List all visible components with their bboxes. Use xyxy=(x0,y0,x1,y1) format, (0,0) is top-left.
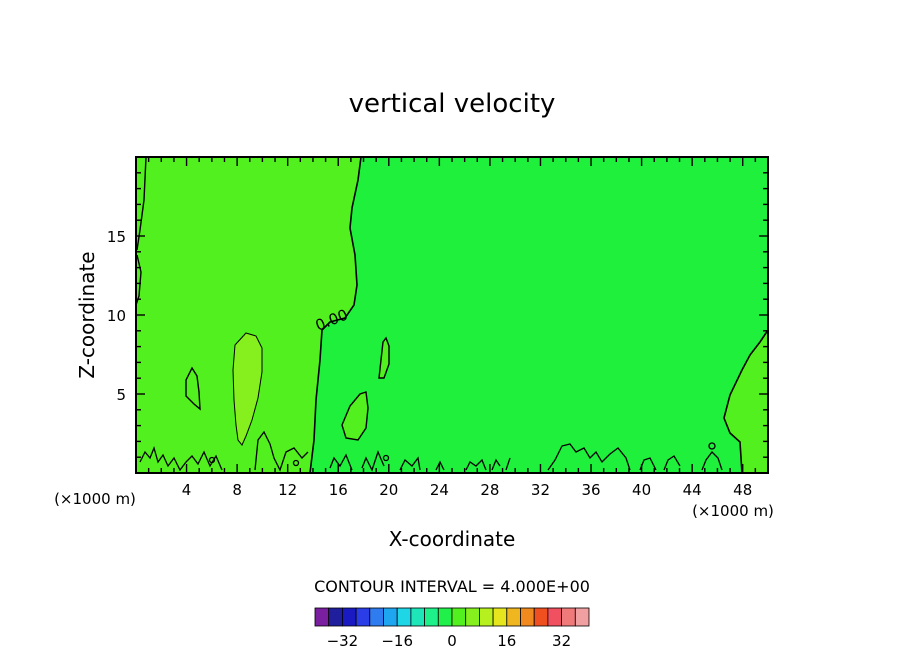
colorbar-cell xyxy=(424,607,439,627)
colorbar-cell xyxy=(369,607,384,627)
y-tick-label: 5 xyxy=(116,386,126,404)
x-tick-label: 4 xyxy=(182,481,192,499)
colorbar-cell xyxy=(314,607,330,627)
colorbar-cell xyxy=(492,607,508,627)
colorbar-cell xyxy=(341,607,357,627)
y-axis-ticks: 5 10 15 xyxy=(107,172,768,458)
x-axis-title: X-coordinate xyxy=(389,527,516,551)
colorbar-cell xyxy=(355,607,371,627)
colorbar-cell xyxy=(383,607,398,627)
colorbar-cell xyxy=(506,607,521,627)
contour-interval-text: CONTOUR INTERVAL = 4.000E+00 xyxy=(314,577,590,596)
surface-contours xyxy=(139,430,723,472)
colorbar xyxy=(314,607,590,627)
colorbar-cell xyxy=(437,607,453,627)
colorbar-cell xyxy=(520,607,535,627)
x-tick-label: 36 xyxy=(581,481,600,499)
y-tick-label: 15 xyxy=(107,228,126,246)
x-axis-unit-left: (×1000 m) xyxy=(54,490,136,508)
colorbar-cell xyxy=(465,607,480,627)
x-tick-label: 32 xyxy=(531,481,550,499)
colorbar-cell xyxy=(574,607,590,627)
chart-title: vertical velocity xyxy=(349,89,556,119)
x-tick-label: 48 xyxy=(733,481,752,499)
colorbar-tick-label: −32 xyxy=(327,632,359,650)
x-tick-label: 44 xyxy=(683,481,702,499)
x-tick-label: 20 xyxy=(379,481,398,499)
updraft-core xyxy=(232,332,263,446)
x-tick-label: 28 xyxy=(480,481,499,499)
x-tick-label: 24 xyxy=(430,481,449,499)
colorbar-tick-label: 16 xyxy=(497,632,516,650)
colorbar-cell xyxy=(396,607,412,627)
x-tick-label: 12 xyxy=(278,481,297,499)
colorbar-cell xyxy=(410,607,425,627)
colorbar-cell xyxy=(547,607,563,627)
x-axis-unit-right: (×1000 m) xyxy=(692,502,774,520)
colorbar-tick-label: 0 xyxy=(447,632,457,650)
colorbar-cell xyxy=(561,607,576,627)
x-tick-label: 16 xyxy=(329,481,348,499)
colorbar-cell xyxy=(533,607,549,627)
colorbar-cell xyxy=(451,607,467,627)
x-tick-label: 40 xyxy=(632,481,651,499)
x-tick-label: 8 xyxy=(232,481,242,499)
colorbar-tick-label: −16 xyxy=(381,632,413,650)
colorbar-cell xyxy=(328,607,343,627)
y-tick-label: 10 xyxy=(107,307,126,325)
colorbar-labels: −32 −16 0 16 32 xyxy=(327,632,572,650)
contour-cell-2 xyxy=(341,391,369,441)
colorbar-cell xyxy=(478,607,494,627)
colorbar-tick-label: 32 xyxy=(552,632,571,650)
contour-cell-3 xyxy=(378,336,390,379)
x-axis-ticks: 4 8 12 16 20 24 28 32 36 40 44 48 xyxy=(147,157,757,499)
contour-cell-1 xyxy=(185,366,201,411)
y-axis-title: Z-coordinate xyxy=(75,251,99,378)
